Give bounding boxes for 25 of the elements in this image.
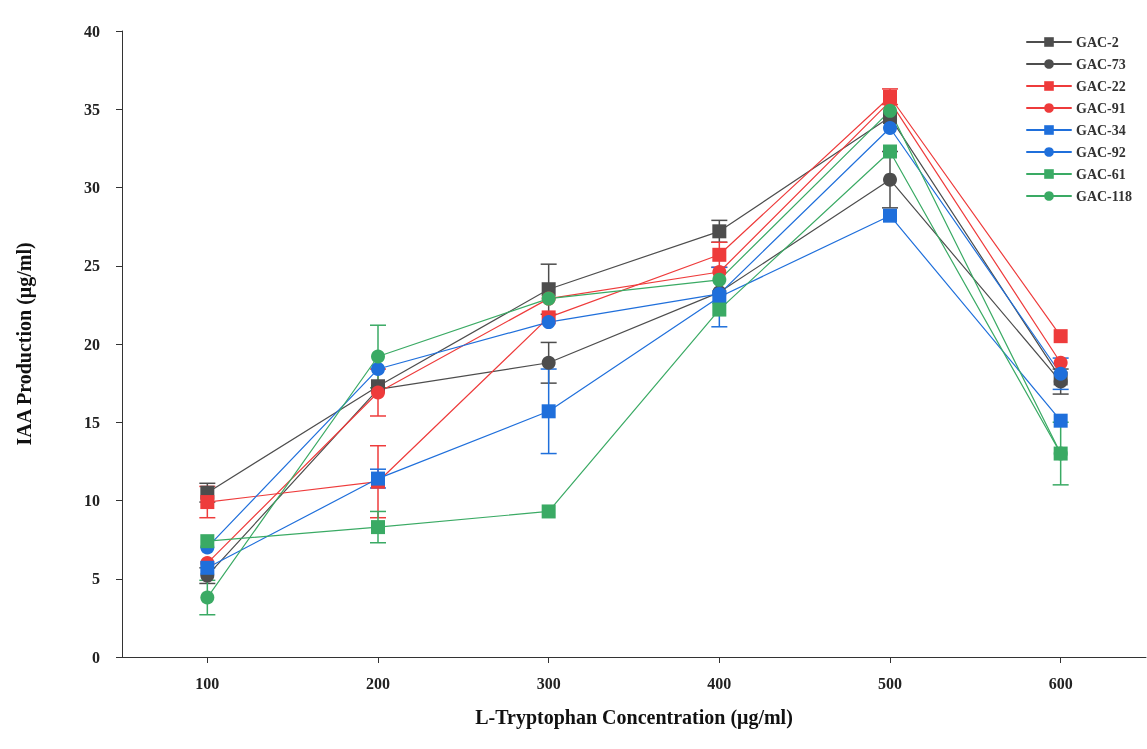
y-tick-label: 30: [84, 179, 100, 196]
x-tick-label: 600: [1048, 674, 1073, 692]
x-axis-title: L-Tryptophan Concentration (μg/ml): [475, 706, 793, 729]
x-tick-label: 200: [366, 674, 390, 692]
legend-label: GAC-73: [1076, 56, 1126, 72]
y-tick-label: 5: [92, 570, 100, 588]
y-tick-label: 15: [84, 413, 100, 431]
legend-label: GAC-118: [1076, 188, 1132, 204]
x-tick-label: 100: [195, 674, 220, 692]
y-tick-label: 40: [84, 22, 100, 40]
y-tick-label: 0: [92, 648, 100, 666]
y-tick-label: 10: [84, 492, 100, 509]
y-axis-title: IAA Production (μg/ml): [13, 242, 36, 446]
legend-label: GAC-22: [1076, 78, 1126, 94]
x-tick-label: 500: [878, 674, 902, 692]
legend-label: GAC-34: [1076, 122, 1126, 138]
legend-label: GAC-91: [1076, 100, 1126, 116]
y-tick-label: 35: [84, 100, 100, 118]
legend-label: GAC-61: [1076, 166, 1126, 182]
x-tick-label: 300: [536, 674, 561, 692]
legend-label: GAC-2: [1076, 34, 1119, 50]
y-tick-label: 20: [84, 335, 100, 353]
legend-label: GAC-92: [1076, 144, 1126, 160]
y-tick-label: 25: [84, 257, 100, 275]
x-tick-label: 400: [707, 674, 732, 692]
